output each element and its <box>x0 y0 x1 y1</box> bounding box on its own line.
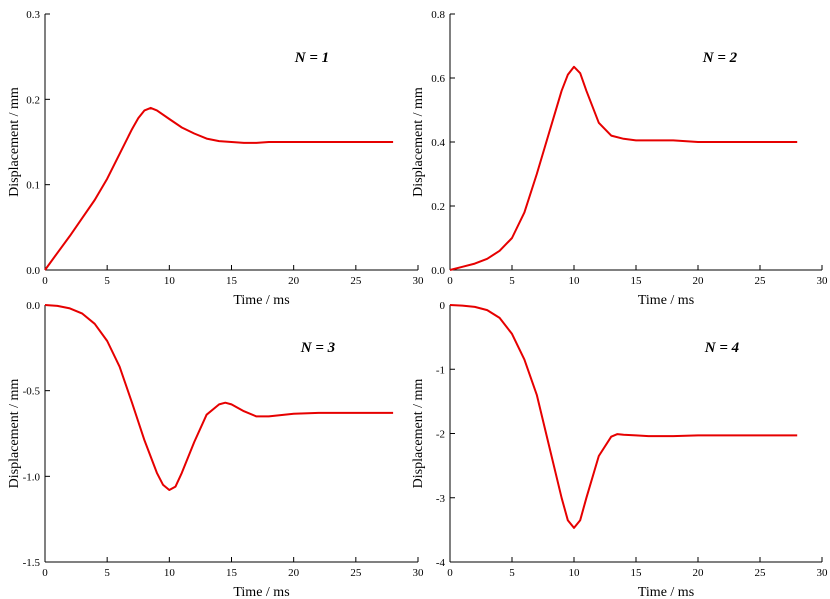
series-line <box>449 65 798 271</box>
panel-annotation: N = 4 <box>704 340 740 356</box>
x-tick-label: 10 <box>569 275 581 287</box>
x-tick-label: 15 <box>226 275 238 287</box>
x-tick-label: 0 <box>447 275 453 287</box>
y-tick-label: 0.6 <box>431 73 445 85</box>
x-tick-label: 5 <box>509 567 515 579</box>
x-tick-label: 5 <box>104 275 110 287</box>
x-tick-label: 20 <box>288 275 300 287</box>
x-tick-label: 15 <box>631 275 643 287</box>
y-axis-title: Displacement / mm <box>411 379 426 489</box>
x-tick-label: 25 <box>350 567 362 579</box>
x-tick-label: 30 <box>817 567 829 579</box>
y-tick-label: 0.0 <box>26 300 40 312</box>
x-tick-label: 5 <box>509 275 515 287</box>
x-axis-title: Time / ms <box>233 585 289 599</box>
panel-annotation: N = 1 <box>294 50 329 66</box>
y-tick-label: -3 <box>436 493 446 505</box>
x-tick-label: 30 <box>817 275 829 287</box>
x-tick-label: 20 <box>693 567 705 579</box>
x-tick-label: 30 <box>413 275 425 287</box>
panel-annotation: N = 2 <box>702 50 738 66</box>
chart-panel-4: 0 5 10 15 20 25 30 0 -1 -2 -3 -4 Time / ms Displaceme… <box>411 300 828 599</box>
y-axis-title: Displacement / mm <box>411 87 426 197</box>
x-tick-label: 10 <box>164 275 176 287</box>
y-tick-label: 0.0 <box>431 265 445 277</box>
y-tick-label: 0.3 <box>26 9 40 21</box>
x-axis-title: Time / ms <box>638 585 694 599</box>
chart-panel-3: 0 5 10 15 20 25 30 0.0 -0.5 -1.0 -1.5 Time / ms Disp… <box>7 300 424 599</box>
y-tick-label: -1.5 <box>23 557 41 569</box>
x-axis-title: Time / ms <box>233 293 289 308</box>
y-tick-label: -1.0 <box>23 471 41 483</box>
panel-annotation: N = 3 <box>300 340 336 356</box>
y-tick-label: 0.8 <box>431 9 445 21</box>
x-tick-label: 20 <box>288 567 300 579</box>
x-tick-label: 30 <box>413 567 425 579</box>
x-tick-label: 10 <box>164 567 176 579</box>
x-tick-label: 25 <box>755 275 767 287</box>
y-tick-label: 0.2 <box>26 94 40 106</box>
x-tick-label: 5 <box>104 567 110 579</box>
y-tick-label: -4 <box>436 557 446 569</box>
x-tick-label: 0 <box>447 567 453 579</box>
y-tick-label: -0.5 <box>23 386 41 398</box>
chart-panel-1: 0 5 10 15 20 25 30 0.0 0.1 0.2 0.3 Time / ms Displac… <box>7 9 424 308</box>
x-tick-label: 25 <box>350 275 362 287</box>
x-tick-label: 15 <box>226 567 238 579</box>
chart-panel-2: 0 5 10 15 20 25 30 0.0 0.2 0.4 0.6 0.8 Time / ms Disp… <box>411 9 828 308</box>
y-tick-label: 0.2 <box>431 201 445 213</box>
y-tick-label: -2 <box>436 429 445 441</box>
x-tick-label: 25 <box>755 567 767 579</box>
x-tick-label: 15 <box>631 567 643 579</box>
y-tick-label: -1 <box>436 364 445 376</box>
series-line <box>44 304 394 491</box>
x-tick-label: 10 <box>569 567 581 579</box>
y-axis-title: Displacement / mm <box>7 87 22 197</box>
y-tick-label: 0.4 <box>431 137 445 149</box>
x-tick-label: 20 <box>693 275 705 287</box>
x-axis-title: Time / ms <box>638 293 694 308</box>
y-tick-label: 0.0 <box>26 265 40 277</box>
x-tick-label: 0 <box>42 567 48 579</box>
y-axis-title: Displacement / mm <box>7 379 22 489</box>
series-line <box>44 106 394 271</box>
y-tick-label: 0 <box>440 300 446 312</box>
x-tick-label: 0 <box>42 275 48 287</box>
y-tick-label: 0.1 <box>26 180 40 192</box>
series-line <box>449 304 798 529</box>
